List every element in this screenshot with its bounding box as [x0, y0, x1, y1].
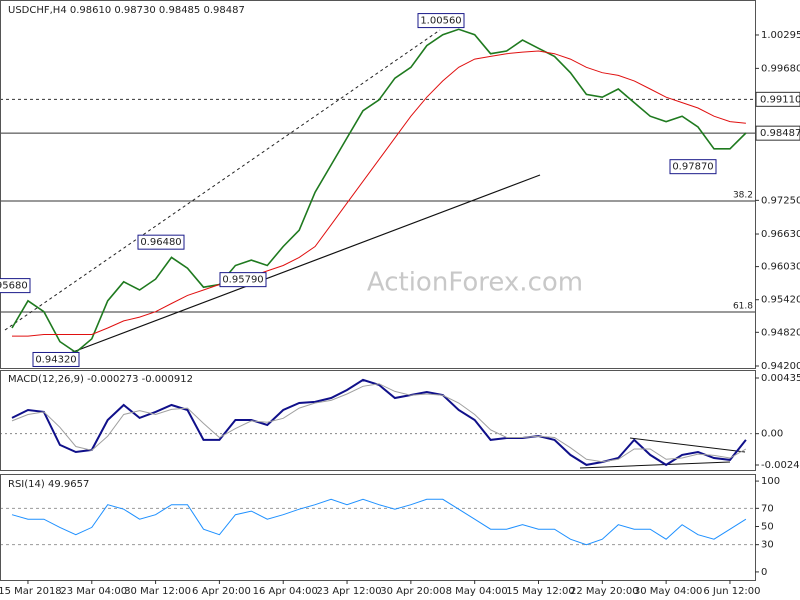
fib-label: 38.2	[733, 190, 753, 200]
macd-header: MACD(12,26,9) -0.000273 -0.000912	[8, 374, 193, 385]
level-label: 0.99110	[760, 94, 800, 105]
x-tick-label: 15 Mar 2018	[0, 586, 62, 597]
y-tick-label: 0.94200	[761, 361, 800, 372]
price-annotation-box	[0, 278, 31, 294]
x-tick-label: 16 Apr 04:00	[253, 586, 318, 597]
rsi-header: RSI(14) 49.9657	[8, 479, 89, 490]
trend-line	[64, 174, 541, 356]
y-tick-label: 70	[761, 503, 774, 514]
price-annotation: 0.95680	[0, 281, 28, 292]
price-annotation-box	[219, 272, 267, 288]
series-line	[12, 50, 746, 337]
series-line	[11, 378, 747, 467]
x-tick-label: 15 May 12:00	[506, 586, 575, 597]
y-tick-label: 30	[761, 540, 774, 551]
y-tick-label: 1.00295	[761, 30, 800, 41]
price-annotation: 0.94320	[35, 354, 76, 365]
price-annotation: 0.95790	[222, 275, 263, 286]
x-tick-label: 6 Jun 12:00	[703, 586, 760, 597]
y-tick-label: 0	[761, 567, 767, 578]
macd-trend-line	[579, 461, 731, 469]
y-tick-label: 100	[761, 476, 780, 487]
macd-trend-line	[629, 437, 746, 453]
x-tick-label: 22 May 20:00	[570, 586, 639, 597]
price-annotation: 1.00560	[420, 16, 461, 27]
x-tick-label: 23 Mar 04:00	[60, 586, 127, 597]
price-annotation-box	[417, 13, 465, 29]
y-tick-label: 0.97250	[761, 195, 800, 206]
price-annotation-box	[32, 351, 80, 367]
x-tick-label: 6 Apr 20:00	[192, 586, 251, 597]
panel-frame	[0, 474, 756, 581]
y-tick-label: 0.96630	[761, 229, 800, 240]
series-line	[11, 28, 747, 354]
channel-line	[4, 29, 441, 331]
y-tick-label: 0.99680	[761, 63, 800, 74]
x-tick-label: 8 May 04:00	[446, 586, 508, 597]
price-annotation: 0.97870	[672, 162, 713, 173]
panel-frame	[0, 0, 756, 369]
price-annotation-box	[137, 234, 185, 250]
x-tick-label: 23 Apr 12:00	[316, 586, 381, 597]
level-label-box	[755, 125, 800, 141]
watermark: ActionForex.com	[367, 268, 583, 298]
series-line	[11, 383, 747, 463]
x-tick-label: 30 Apr 20:00	[380, 586, 445, 597]
fib-label: 61.8	[733, 301, 753, 311]
price-annotation: 0.96480	[140, 237, 181, 248]
y-tick-label: 0.004351	[761, 373, 800, 384]
y-tick-label: 50	[761, 522, 774, 533]
price-header: USDCHF,H4 0.98610 0.98730 0.98485 0.9848…	[8, 5, 245, 16]
panel-frame	[0, 370, 756, 471]
x-tick-label: 30 Mar 12:00	[124, 586, 191, 597]
level-label: 0.98487	[760, 128, 800, 139]
price-annotation-box	[669, 159, 717, 175]
y-tick-label: 0.94820	[761, 327, 800, 338]
series-line	[11, 498, 747, 546]
y-tick-label: 0.95420	[761, 295, 800, 306]
level-label-box	[755, 91, 800, 107]
x-tick-label: 30 May 04:00	[634, 586, 703, 597]
y-tick-label: -0.002448	[761, 460, 800, 471]
y-tick-label: 0.96030	[761, 262, 800, 273]
y-tick-label: 0.00	[761, 429, 783, 440]
